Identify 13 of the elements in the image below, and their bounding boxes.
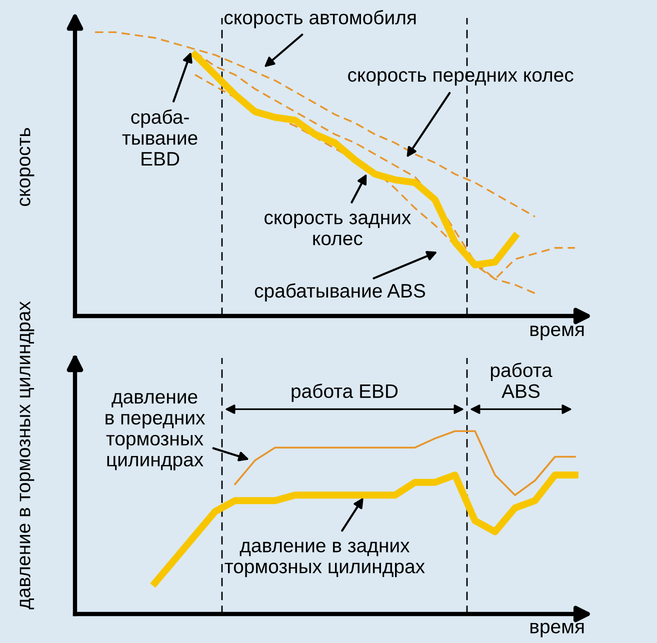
- annotation: давление в задних тормозных цилиндрах: [224, 542, 425, 578]
- annotation: сраба- тывание EBD: [122, 109, 198, 166]
- y-axis-title: давление в тормозных цилиндрах: [20, 301, 34, 610]
- annotation: скорость передних колес: [348, 71, 574, 86]
- x-axis-title: время: [530, 622, 584, 638]
- annotation: давление в передних тормозных цилиндрах: [106, 392, 206, 470]
- x-axis-title: время: [530, 326, 584, 340]
- y-axis-title: скорость: [20, 128, 34, 206]
- annotation: срабатывание ABS: [254, 283, 426, 302]
- annotation: скорость задних колес: [264, 214, 411, 246]
- annotation: скорость автомобиля: [224, 10, 416, 28]
- annotation: работа EBD: [292, 384, 398, 402]
- annotation: работа ABS: [490, 362, 552, 398]
